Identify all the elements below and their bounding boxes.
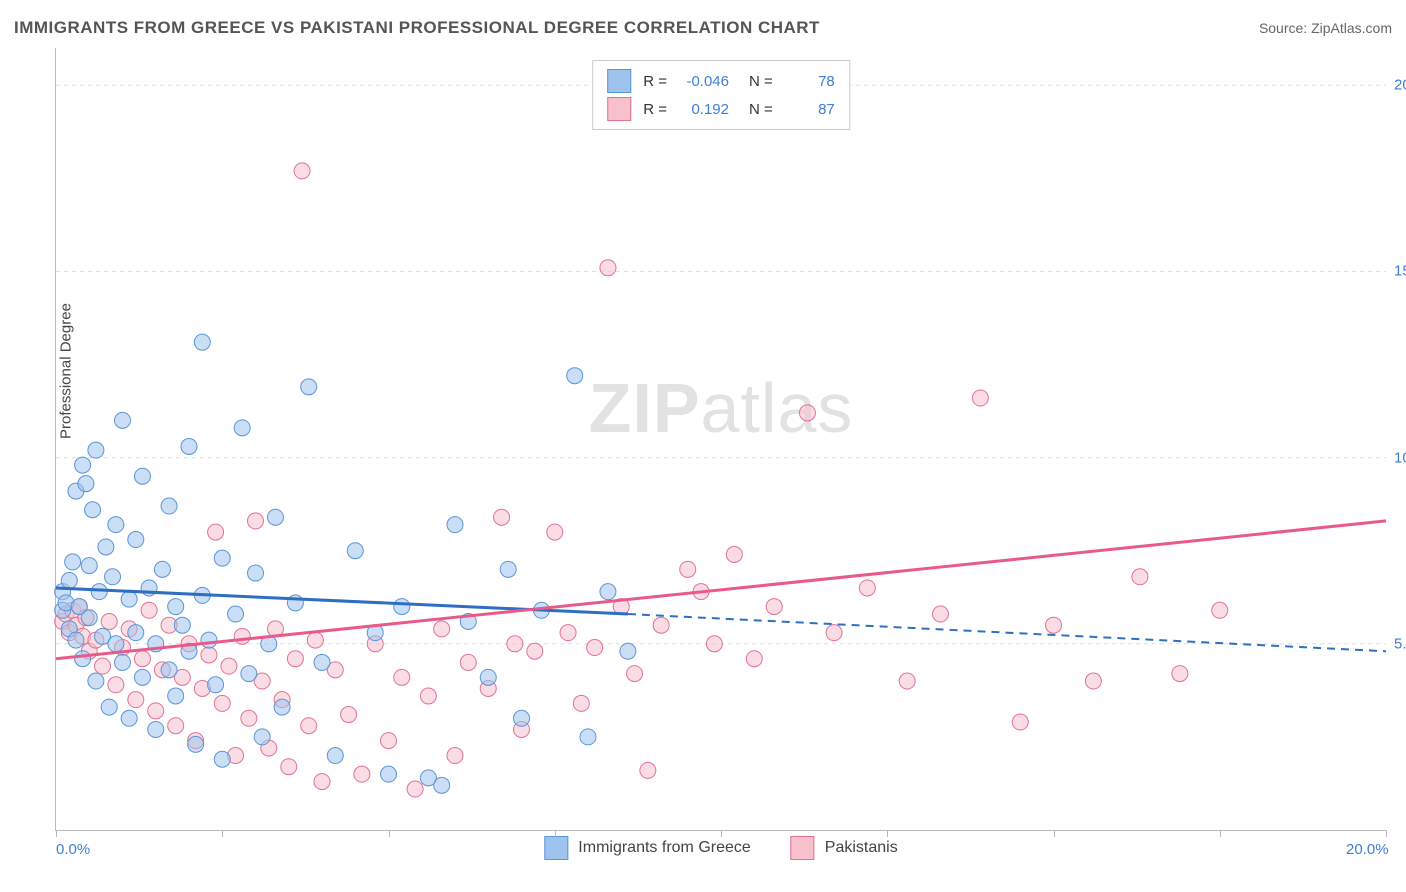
scatter-svg [56,48,1386,830]
legend-row-pakistani: R = 0.192 N = 87 [607,95,835,123]
legend-label-pakistani: Pakistanis [825,839,898,857]
swatch-greece [607,69,631,93]
n-value-greece: 78 [785,73,835,90]
x-tick-label: 0.0% [56,841,90,858]
x-tick-mark [887,830,888,837]
r-label: R = [643,101,667,118]
x-tick-mark [222,830,223,837]
chart-title: IMMIGRANTS FROM GREECE VS PAKISTANI PROF… [14,18,820,38]
n-value-pakistani: 87 [785,101,835,118]
x-tick-mark [1386,830,1387,837]
swatch-pakistani [607,97,631,121]
x-tick-mark [1054,830,1055,837]
x-tick-mark [721,830,722,837]
source: Source: ZipAtlas.com [1259,20,1392,36]
r-value-greece: -0.046 [679,73,729,90]
legend-item-pakistani: Pakistanis [791,836,898,860]
plot-area: Professional Degree ZIPatlas R = -0.046 … [55,48,1386,831]
swatch-pakistani-icon [791,836,815,860]
legend-row-greece: R = -0.046 N = 78 [607,67,835,95]
source-label: Source: [1259,20,1311,36]
source-value: ZipAtlas.com [1311,20,1392,36]
legend-label-greece: Immigrants from Greece [578,839,750,857]
n-label: N = [749,73,773,90]
x-tick-mark [1220,830,1221,837]
legend-correlation: R = -0.046 N = 78 R = 0.192 N = 87 [592,60,850,130]
n-label: N = [749,101,773,118]
legend-series: Immigrants from Greece Pakistanis [544,836,897,860]
y-tick-label: 5.0% [1394,635,1406,652]
x-tick-mark [555,830,556,837]
y-tick-label: 20.0% [1394,77,1406,94]
r-label: R = [643,73,667,90]
x-tick-mark [389,830,390,837]
r-value-pakistani: 0.192 [679,101,729,118]
x-tick-label: 20.0% [1346,841,1389,858]
y-tick-label: 10.0% [1394,449,1406,466]
y-tick-label: 15.0% [1394,263,1406,280]
x-tick-mark [56,830,57,837]
legend-item-greece: Immigrants from Greece [544,836,750,860]
title-bar: IMMIGRANTS FROM GREECE VS PAKISTANI PROF… [14,18,1392,38]
swatch-greece-icon [544,836,568,860]
